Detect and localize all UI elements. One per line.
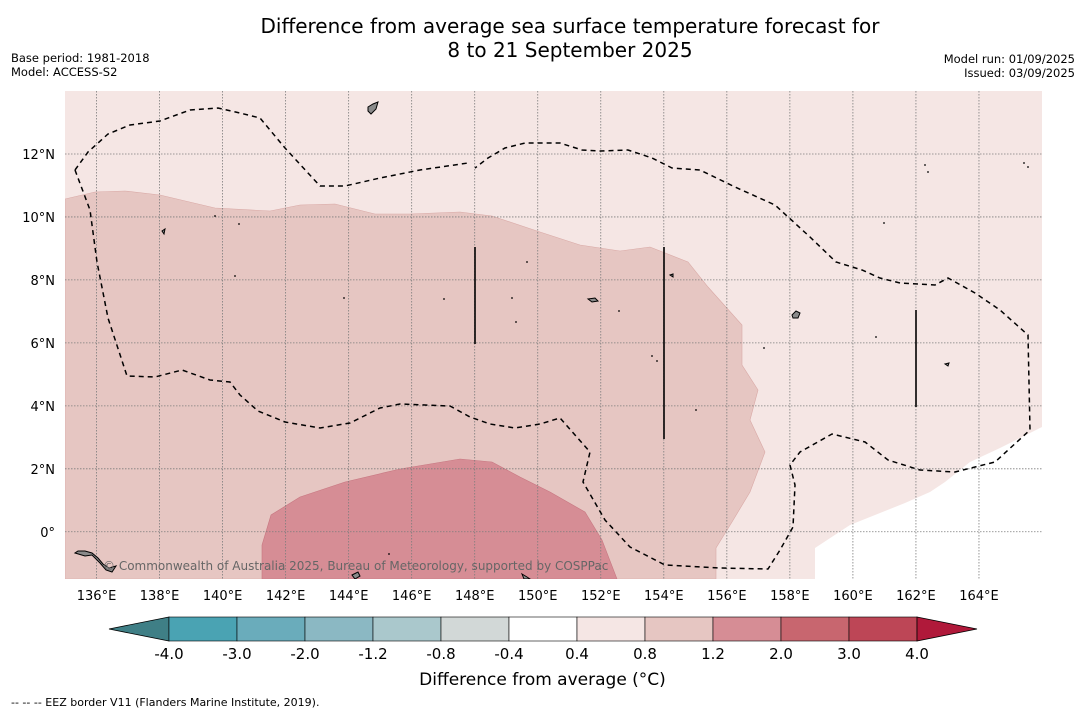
title-line-1: Difference from average sea surface temp… [260,14,880,38]
latitude-labels: 12°N 10°N 8°N 6°N 4°N 2°N 0° [22,148,55,541]
map-area: © Commonwealth of Australia 2025, Bureau… [65,91,1042,579]
anomaly-band-0-8-1-2 [65,190,766,579]
longitude-tick-label: 140°E [203,589,243,604]
latitude-tick-label: 10°N [22,211,55,226]
model-run: Model run: 01/09/2025 [943,52,1075,66]
island-chuuk [586,297,600,303]
colorbar-tick-label: 3.0 [837,645,861,663]
longitude-labels: 136°E 138°E 140°E 142°E 144°E 146°E 148°E 150°E… [77,589,999,604]
atoll-dots [214,162,1029,555]
colorbar-segment [712,616,782,642]
longitude-tick-label: 148°E [455,589,495,604]
meta-right: Model run: 01/09/2025 Issued: 03/09/2025 [944,52,1075,80]
island-new-guinea [73,550,118,573]
longitude-tick-label: 138°E [140,589,180,604]
longitude-tick-label: 152°E [581,589,621,604]
island-small-1 [668,273,674,278]
longitude-tick-label: 136°E [77,589,117,604]
colorbar-segment [304,616,374,642]
colorbar-tick-label: 1.2 [701,645,725,663]
latitude-tick-label: 2°N [31,463,56,478]
colorbar-segment [372,616,442,642]
colorbar-tick-label: 0.4 [565,645,589,663]
colorbar-segment [236,616,306,642]
base-period: Base period: 1981-2018 [11,51,150,65]
island-pohnpei [791,310,801,319]
island-small-3 [351,571,361,579]
island-west [161,227,166,236]
eez-border-palau-fsm [74,107,469,187]
anomaly-band-1-2-2-0 [261,458,618,579]
colorbar-min-extension [108,616,170,642]
colorbar-tick-label: -2.0 [290,645,319,663]
longitude-tick-label: 142°E [266,589,306,604]
island-north [367,101,379,115]
meta-left: Base period: 1981-2018 Model: ACCESS-S2 [11,51,150,79]
colorbar-segment [848,616,918,642]
longitude-tick-label: 162°E [896,589,936,604]
colorbar: -4.0 -3.0 -2.0 -1.2 -0.8 -0.4 0.4 0.8 1.2 2.0 3.0 4… [108,616,978,663]
latitude-tick-label: 0° [40,526,55,541]
land-masses [73,101,950,579]
colorbar-segment [576,616,646,642]
latitude-tick-label: 8°N [31,274,56,289]
colorbar-segment [780,616,850,642]
colorbar-segment [644,616,714,642]
colorbar-tick-label: 2.0 [769,645,793,663]
colorbar-segment [440,616,510,642]
island-kosrae [943,362,950,367]
colorbar-tick-label: -4.0 [154,645,183,663]
title-line-2: 8 to 21 September 2025 [447,38,693,62]
longitude-tick-label: 150°E [518,589,558,604]
colorbar-tick-label: -1.2 [358,645,387,663]
latitude-tick-label: 6°N [31,337,56,352]
colorbar-tick-label: -0.4 [494,645,523,663]
issued-date: Issued: 03/09/2025 [964,66,1075,80]
colorbar-tick-label: -0.8 [426,645,455,663]
latitude-tick-label: 12°N [22,148,55,163]
colorbar-segment [168,616,238,642]
colorbar-tick-label: 4.0 [905,645,929,663]
colorbar-tick-label: 0.8 [633,645,657,663]
longitude-tick-label: 158°E [770,589,810,604]
copyright-notice: © Commonwealth of Australia 2025, Bureau… [103,559,608,573]
colorbar-max-extension [916,616,978,642]
longitude-tick-label: 156°E [707,589,747,604]
eez-footnote: -- -- -- EEZ border V11 (Flanders Marine… [11,696,320,709]
longitude-tick-label: 144°E [329,589,369,604]
latitude-tick-label: 4°N [31,400,56,415]
colorbar-tick-label: -3.0 [222,645,251,663]
longitude-tick-label: 154°E [644,589,684,604]
island-small-2 [520,572,531,579]
longitude-tick-label: 164°E [959,589,999,604]
colorbar-title: Difference from average (°C) [419,670,666,690]
longitude-tick-label: 146°E [392,589,432,604]
longitude-tick-label: 160°E [833,589,873,604]
eez-borders [74,107,1031,570]
colorbar-segment [508,616,578,642]
eez-border-fsm-outer [74,142,1031,570]
longitude-separators [474,247,917,439]
model-name: Model: ACCESS-S2 [11,65,118,79]
map-title: Difference from average sea surface temp… [170,14,970,62]
